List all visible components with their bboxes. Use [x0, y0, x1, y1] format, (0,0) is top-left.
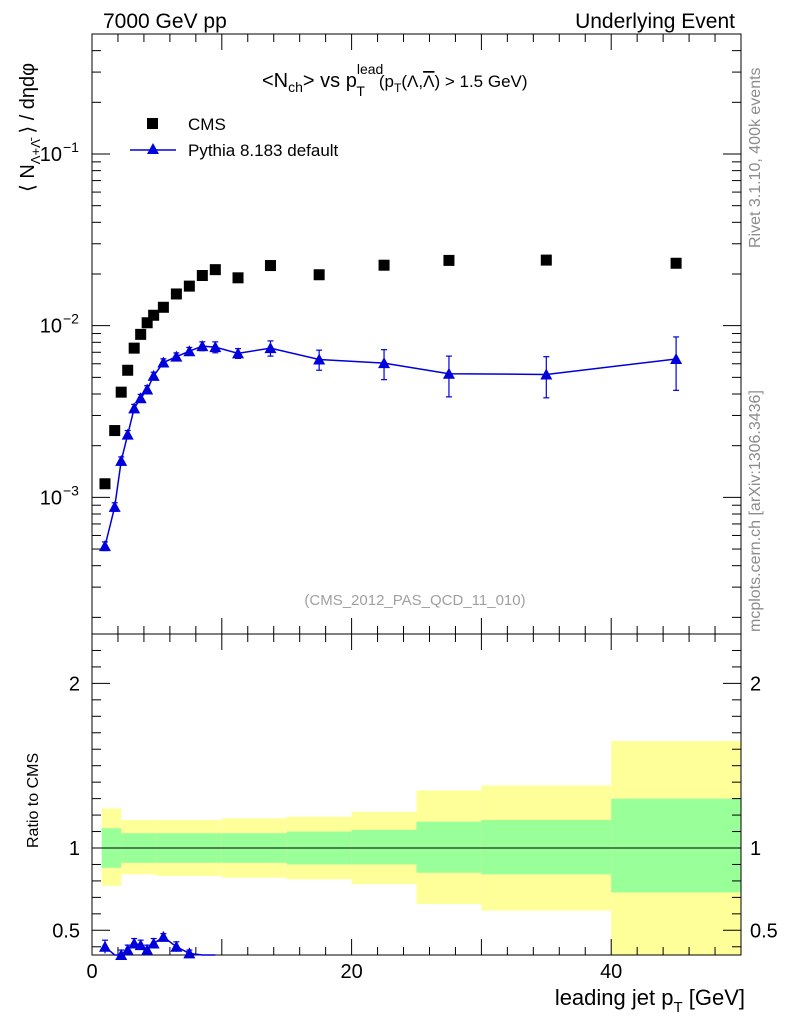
main-y-tick-exponent: −2 [63, 311, 79, 327]
cms-point [313, 269, 325, 281]
pythia-point [196, 340, 209, 352]
cms-point [443, 254, 455, 266]
rivet-label: Rivet 3.1.10, 400k events [747, 67, 764, 248]
x-tick-label: 0 [86, 961, 97, 983]
pythia-point [134, 392, 147, 404]
cms-point [109, 425, 121, 437]
ratio-y-tick-label-left: 2 [69, 673, 80, 695]
pythia-point [115, 454, 128, 466]
ratio-y-tick-label-right: 1 [750, 838, 761, 860]
legend-marker-pythia [147, 143, 159, 154]
cms-point [264, 260, 276, 272]
pythia-point [128, 402, 141, 414]
ratio-y-tick-label-right: 2 [750, 673, 761, 695]
ratio-y-tick-label-right: 0.5 [750, 920, 778, 942]
ratio-band-inner [611, 798, 741, 893]
x-axis-label: leading jet pT [GeV] [555, 985, 745, 1016]
legend-marker-cms [147, 118, 158, 129]
mcplots-label: mcplots.cern.ch [arXiv:1306.3436] [747, 390, 764, 632]
cms-point [99, 478, 111, 490]
pythia-point [98, 540, 111, 552]
pythia-point [170, 350, 183, 362]
energy-label: 7000 GeV pp [103, 10, 227, 33]
cms-point [209, 264, 221, 276]
ratio-y-axis-label: Ratio to CMS [25, 753, 42, 848]
pythia-point [378, 357, 391, 369]
cms-point [196, 270, 208, 282]
cms-point [141, 317, 153, 329]
pythia-point [209, 341, 222, 353]
ratio-band-inner [481, 820, 612, 875]
cms-point [115, 386, 127, 398]
pythia-point [121, 428, 134, 440]
ratio-band-inner [351, 829, 417, 865]
chart-title: <Nch> vs plead T (pT(Λ,Λ) > 1.5 GeV) [262, 61, 528, 99]
pythia-point [442, 367, 455, 379]
pythia-point [232, 347, 245, 359]
main-y-axis-label: ⟨ NΛ+Λ̄ ⟩ / dηdφ [17, 63, 43, 192]
cms-point [135, 328, 147, 340]
ratio-plot-frame [91, 633, 742, 956]
pythia-ratio-series [98, 930, 216, 960]
ratio-band-inner [416, 821, 482, 873]
process-label: Underlying Event [575, 10, 735, 33]
cms-point [232, 272, 244, 284]
pythia-series [98, 336, 683, 552]
pythia-point [108, 500, 121, 512]
pythia-point [313, 353, 326, 365]
pythia-ratio-point [157, 930, 170, 942]
main-y-tick-label: 10 [40, 144, 62, 166]
cms-series [99, 254, 682, 490]
cms-point [378, 259, 390, 271]
pythia-ratio-point [170, 940, 183, 952]
cms-point [128, 342, 140, 354]
main-y-tick-label: 10 [40, 487, 62, 509]
cms-point [157, 301, 169, 313]
x-tick-label: 20 [340, 961, 362, 983]
pythia-point [157, 356, 170, 368]
pythia-ratio-point [141, 944, 154, 956]
pythia-point [670, 352, 683, 364]
cms-point [540, 254, 552, 266]
pythia-ratio-point [121, 944, 134, 956]
pythia-point [183, 345, 196, 357]
ratio-y-tick-label-left: 1 [69, 838, 80, 860]
main-y-tick-exponent: −3 [63, 482, 79, 498]
legend-label-cms: CMS [188, 115, 226, 134]
cms-point [148, 309, 160, 321]
pythia-point [540, 368, 553, 380]
cms-point [183, 280, 195, 292]
x-tick-label: 40 [600, 961, 622, 983]
pythia-ratio-point [147, 937, 160, 949]
pythia-line [104, 345, 677, 547]
ratio-y-tick-label-left: 0.5 [52, 920, 80, 942]
pythia-ratio-point [98, 940, 111, 952]
pythia-ratio-point [115, 949, 128, 960]
pythia-point [147, 369, 160, 381]
cms-point [670, 257, 682, 269]
pythia-point [141, 383, 154, 395]
pythia-ratio-point [183, 947, 196, 959]
legend-label-pythia: Pythia 8.183 default [188, 141, 339, 160]
pythia-ratio-point [134, 939, 147, 951]
cms-point [170, 288, 182, 300]
analysis-label: (CMS_2012_PAS_QCD_11_010) [304, 592, 525, 609]
legend: CMS Pythia 8.183 default [130, 115, 339, 160]
main-y-tick-label: 10 [40, 316, 62, 338]
pythia-point [264, 342, 277, 354]
cms-point [122, 364, 134, 376]
main-y-tick-exponent: −1 [63, 139, 79, 155]
